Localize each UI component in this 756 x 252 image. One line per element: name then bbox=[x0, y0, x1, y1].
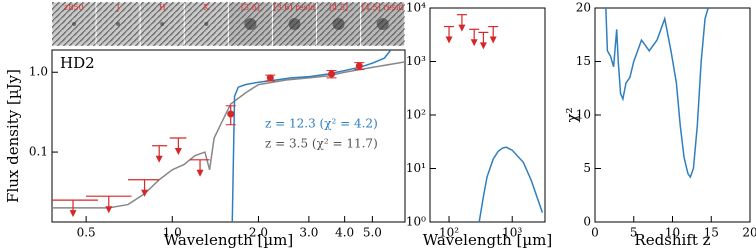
upper-limit bbox=[189, 159, 210, 177]
marker bbox=[355, 62, 363, 70]
cutout-source bbox=[332, 18, 345, 30]
cutout-source bbox=[116, 22, 121, 26]
marker bbox=[328, 70, 336, 78]
x-axis-label: Redshift z bbox=[634, 231, 710, 249]
model-curve bbox=[605, 8, 709, 179]
y-axis-label: Flux density [µJy] bbox=[4, 69, 22, 203]
plot-frame bbox=[594, 7, 751, 223]
cutout-label: [4.5] resid bbox=[362, 3, 404, 12]
limit-arrow bbox=[155, 155, 163, 163]
plot-frame bbox=[51, 49, 406, 223]
cutout-label: K bbox=[203, 3, 210, 12]
y-tick-label: 1.0 bbox=[29, 65, 48, 79]
y-tick-label: 20 bbox=[576, 1, 591, 15]
y-tick-label: 5 bbox=[583, 161, 591, 175]
limit-arrow bbox=[141, 189, 149, 197]
upper-limit bbox=[152, 145, 168, 163]
plot-frame bbox=[429, 7, 546, 223]
plot-area bbox=[444, 14, 544, 222]
upper-limit bbox=[127, 179, 160, 197]
x-tick-label: 4.0 bbox=[335, 226, 354, 240]
cutout-label: z850 bbox=[64, 3, 83, 12]
cutout-source bbox=[288, 18, 301, 30]
limit-arrow bbox=[105, 206, 113, 214]
upper-limit bbox=[444, 25, 455, 44]
cutout-source bbox=[72, 22, 76, 26]
marker bbox=[266, 74, 274, 82]
data-point bbox=[225, 105, 236, 126]
data-point bbox=[326, 70, 337, 79]
y-tick-label: 10³ bbox=[406, 54, 426, 68]
x-tick-label: 20 bbox=[742, 226, 756, 240]
x-tick-label: 10 bbox=[665, 226, 680, 240]
cutout-source bbox=[376, 18, 389, 30]
data-point bbox=[354, 62, 365, 71]
cutout-label: [4.5] bbox=[329, 3, 348, 12]
upper-limit bbox=[488, 25, 499, 44]
x-tick-label: 5.0 bbox=[363, 226, 382, 240]
limit-arrow bbox=[174, 148, 182, 156]
x-tick-label: 0.5 bbox=[77, 226, 96, 240]
upper-limit bbox=[478, 31, 489, 50]
x-tick-label: 15 bbox=[704, 226, 719, 240]
plot-area bbox=[52, 50, 405, 222]
annotation: z = 3.5 (χ² = 11.7) bbox=[265, 137, 378, 151]
upper-limit bbox=[169, 137, 187, 156]
limit-arrow bbox=[458, 24, 466, 32]
y-tick-label: 15 bbox=[576, 54, 591, 68]
model-curve bbox=[231, 50, 392, 222]
panel-label: HD2 bbox=[60, 54, 95, 72]
y-tick-label: 0.1 bbox=[29, 145, 48, 159]
cutout-label: [3.6] resid bbox=[274, 3, 316, 12]
cutout-label: H bbox=[159, 3, 166, 12]
cutout-label: J bbox=[115, 3, 119, 12]
upper-limit bbox=[469, 28, 480, 47]
limit-arrow bbox=[196, 169, 204, 177]
upper-limit bbox=[52, 199, 98, 218]
x-tick-label: 10³ bbox=[502, 226, 522, 240]
limit-arrow bbox=[470, 39, 478, 47]
x-tick-label: 10² bbox=[439, 226, 459, 240]
limit-arrow bbox=[479, 42, 487, 50]
limit-arrow bbox=[69, 210, 77, 218]
y-tick-label: 10 bbox=[576, 108, 591, 122]
cutout-source bbox=[204, 22, 209, 26]
marker bbox=[227, 110, 235, 118]
y-axis-label: χ² bbox=[563, 107, 581, 122]
limit-arrow bbox=[445, 36, 453, 44]
upper-limit bbox=[86, 195, 132, 214]
x-axis-label: Wavelength [µm] bbox=[164, 231, 293, 249]
y-tick-label: 0 bbox=[583, 215, 591, 229]
x-tick-label: 2.0 bbox=[249, 226, 268, 240]
cutout-source bbox=[160, 22, 165, 26]
y-tick-label: 10⁰ bbox=[406, 215, 426, 229]
cutout-source bbox=[244, 18, 257, 30]
x-tick-label: 1.0 bbox=[163, 226, 182, 240]
y-tick-label: 10² bbox=[406, 108, 426, 122]
x-tick-label: 5 bbox=[630, 226, 638, 240]
x-axis-label: Wavelength [µm] bbox=[423, 231, 552, 249]
plot-area bbox=[605, 8, 709, 179]
cutout-label: [3.6] bbox=[241, 3, 260, 12]
annotation: z = 12.3 (χ² = 4.2) bbox=[265, 117, 378, 131]
model-curve bbox=[52, 61, 405, 209]
limit-arrow bbox=[489, 36, 497, 44]
x-tick-label: 3.0 bbox=[299, 226, 318, 240]
model-curve bbox=[478, 146, 544, 222]
data-point bbox=[265, 74, 276, 82]
y-tick-label: 10⁴ bbox=[406, 1, 426, 15]
y-tick-label: 10¹ bbox=[406, 161, 426, 175]
x-tick-label: 0 bbox=[591, 226, 599, 240]
upper-limit bbox=[456, 14, 467, 32]
